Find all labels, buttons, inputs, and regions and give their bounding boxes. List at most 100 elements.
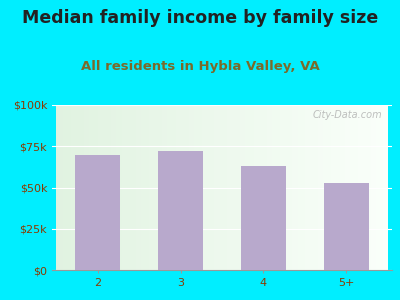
Bar — [126, 105, 128, 270]
Bar — [298, 105, 300, 270]
Bar — [247, 105, 248, 270]
Bar — [378, 105, 380, 270]
Bar — [351, 105, 353, 270]
Bar — [76, 105, 78, 270]
Bar — [305, 105, 306, 270]
Bar — [192, 105, 194, 270]
Bar — [104, 105, 106, 270]
Bar — [257, 105, 258, 270]
Bar — [260, 105, 262, 270]
Bar — [335, 105, 336, 270]
Bar — [250, 105, 252, 270]
Bar — [244, 105, 245, 270]
Bar — [112, 105, 114, 270]
Bar — [170, 105, 172, 270]
Bar — [323, 105, 325, 270]
Bar — [254, 105, 255, 270]
Bar — [343, 105, 345, 270]
Bar — [325, 105, 326, 270]
Bar — [258, 105, 260, 270]
Bar — [237, 105, 238, 270]
Bar — [114, 105, 116, 270]
Bar — [124, 105, 126, 270]
Bar — [356, 105, 358, 270]
Bar — [345, 105, 346, 270]
Bar — [79, 105, 81, 270]
Bar — [63, 105, 64, 270]
Bar — [302, 105, 303, 270]
Bar — [68, 105, 70, 270]
Bar — [300, 105, 302, 270]
Text: City-Data.com: City-Data.com — [312, 110, 382, 120]
Bar — [66, 105, 68, 270]
Text: Median family income by family size: Median family income by family size — [22, 9, 378, 27]
Bar — [215, 105, 217, 270]
Bar — [268, 105, 270, 270]
Bar — [287, 105, 288, 270]
Bar — [78, 105, 79, 270]
Bar — [274, 105, 275, 270]
Bar — [342, 105, 343, 270]
Bar — [313, 105, 315, 270]
Bar — [88, 105, 89, 270]
Bar — [292, 105, 293, 270]
Bar — [234, 105, 235, 270]
Bar — [275, 105, 277, 270]
Bar — [89, 105, 91, 270]
Bar — [368, 105, 370, 270]
Bar — [217, 105, 219, 270]
Bar — [86, 105, 88, 270]
Bar — [212, 105, 214, 270]
Bar — [238, 105, 240, 270]
Bar — [61, 105, 63, 270]
Bar — [60, 105, 61, 270]
Bar — [229, 105, 230, 270]
Bar — [252, 105, 254, 270]
Bar — [346, 105, 348, 270]
Bar — [71, 105, 73, 270]
Bar — [169, 105, 170, 270]
Bar — [373, 105, 374, 270]
Bar — [336, 105, 338, 270]
Bar — [330, 105, 332, 270]
Bar — [383, 105, 384, 270]
Bar — [371, 105, 373, 270]
Bar — [74, 105, 76, 270]
Bar — [283, 105, 285, 270]
Bar — [196, 105, 197, 270]
Bar — [58, 105, 60, 270]
Bar — [111, 105, 112, 270]
Bar — [350, 105, 351, 270]
Bar — [262, 105, 264, 270]
Bar — [278, 105, 280, 270]
Bar — [381, 105, 383, 270]
Bar — [116, 105, 118, 270]
Bar — [84, 105, 86, 270]
Bar — [156, 105, 157, 270]
Bar — [242, 105, 244, 270]
Bar — [288, 105, 290, 270]
Bar — [83, 105, 84, 270]
Bar — [157, 105, 159, 270]
Bar — [106, 105, 108, 270]
Bar — [353, 105, 355, 270]
Bar — [136, 105, 138, 270]
Bar — [209, 105, 210, 270]
Bar — [295, 105, 297, 270]
Bar — [118, 105, 119, 270]
Bar — [365, 105, 366, 270]
Bar — [131, 105, 132, 270]
Bar — [101, 105, 102, 270]
Bar — [81, 105, 83, 270]
Bar — [303, 105, 305, 270]
Bar — [177, 105, 179, 270]
Bar — [172, 105, 174, 270]
Bar — [132, 105, 134, 270]
Bar — [141, 105, 142, 270]
Bar — [194, 105, 196, 270]
Bar — [340, 105, 342, 270]
Bar — [235, 105, 237, 270]
Bar — [93, 105, 94, 270]
Bar — [149, 105, 151, 270]
Bar — [280, 105, 282, 270]
